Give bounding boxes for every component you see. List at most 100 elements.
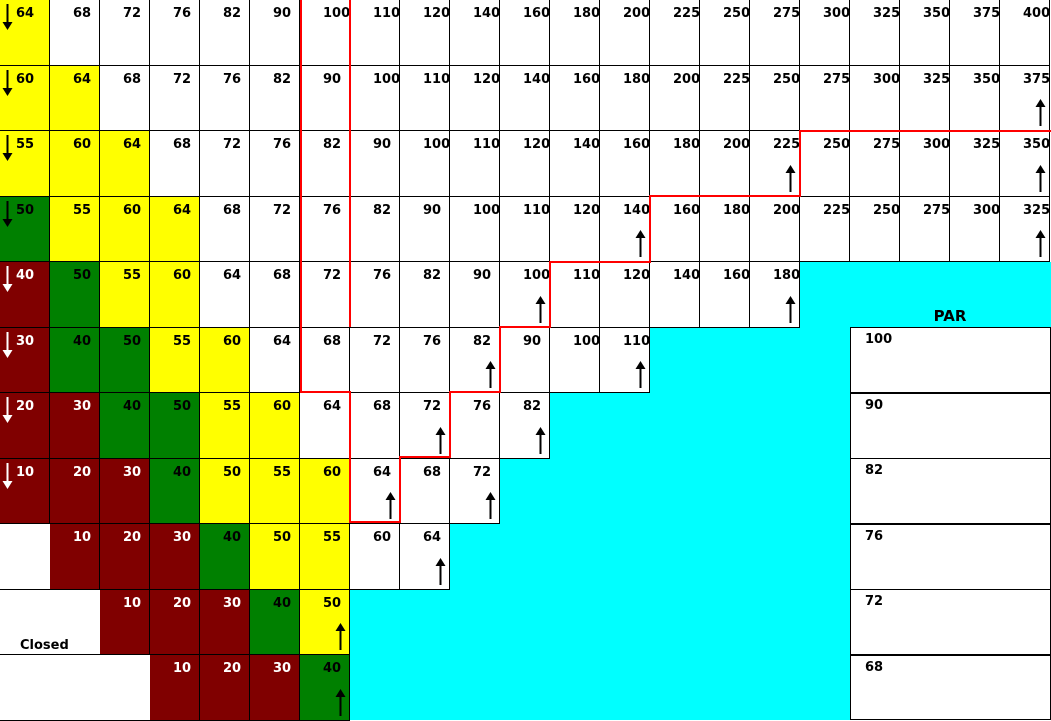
grid-cell: 76	[300, 197, 350, 262]
cell-value: 76	[323, 203, 342, 218]
cell-value: 64	[73, 72, 92, 87]
grid-cell: 64	[150, 197, 200, 262]
grid-cell: 200	[700, 131, 750, 197]
grid-cell: 60	[250, 393, 300, 459]
cell-value: 76	[223, 72, 242, 87]
cell-value: 64	[423, 530, 442, 545]
cell-value: 55	[223, 399, 242, 414]
grid-cell: 64	[100, 131, 150, 197]
cell-value: 55	[16, 137, 35, 152]
grid-cell: 76	[450, 393, 500, 459]
cell-value: 180	[623, 72, 651, 87]
grid-cell: 140	[650, 262, 700, 328]
grid-cell: 50	[150, 393, 200, 459]
cell-value: 325	[923, 72, 951, 87]
grid-cell: 200	[600, 0, 650, 66]
grid-cell: 110	[600, 328, 650, 393]
cell-value: 160	[573, 72, 601, 87]
grid-cell: 325	[1000, 197, 1050, 262]
cell-value: 100	[573, 334, 601, 349]
grid-cell: 76	[150, 0, 200, 66]
grid-cell: 120	[450, 66, 500, 131]
grid-cell: 180	[700, 197, 750, 262]
par-value: 90	[865, 397, 884, 413]
cell-value: 30	[123, 465, 142, 480]
cell-value: 120	[523, 137, 551, 152]
cell-value: 72	[123, 6, 142, 21]
cell-value: 140	[473, 6, 501, 21]
grid-cell: 60	[350, 524, 400, 590]
grid-cell: 90	[300, 66, 350, 131]
cell-value: 110	[473, 137, 501, 152]
grid-cell: 160	[650, 197, 700, 262]
cell-value: 375	[1023, 72, 1051, 87]
grid-cell: 110	[500, 197, 550, 262]
grid-cell: 40	[200, 524, 250, 590]
cell-value: 140	[523, 72, 551, 87]
cell-value: 60	[223, 334, 242, 349]
cell-value: 68	[373, 399, 392, 414]
cell-value: 160	[673, 203, 701, 218]
grid-cell: 90	[450, 262, 500, 328]
grid-cell: 120	[400, 0, 450, 66]
cell-value: 82	[373, 203, 392, 218]
cell-value: 10	[173, 661, 192, 676]
cell-value: 350	[1023, 137, 1051, 152]
grid-cell: 76	[200, 66, 250, 131]
grid-cell: 180	[750, 262, 800, 328]
cell-value: 20	[16, 399, 35, 414]
cell-value: 82	[323, 137, 342, 152]
cell-value: 68	[123, 72, 142, 87]
grid-cell: 68	[300, 328, 350, 393]
grid-cell: 350	[1000, 131, 1050, 197]
grid-cell: 100	[400, 131, 450, 197]
grid-cell: 68	[400, 459, 450, 524]
cell-value: 82	[523, 399, 542, 414]
cell-value: 10	[16, 465, 35, 480]
cell-value: 64	[16, 6, 35, 21]
cell-value: 120	[623, 268, 651, 283]
cell-value: 40	[123, 399, 142, 414]
grid-cell: 120	[600, 262, 650, 328]
grid-cell: 30	[50, 393, 100, 459]
cell-value: 60	[323, 465, 342, 480]
cell-value: 275	[873, 137, 901, 152]
par-cell: 90	[850, 392, 1051, 459]
cell-value: 82	[273, 72, 292, 87]
cell-value: 68	[273, 268, 292, 283]
grid-cell: 325	[900, 66, 950, 131]
grid-cell: 60	[150, 262, 200, 328]
closed-label: Closed	[20, 638, 69, 653]
grid-cell: 60	[300, 459, 350, 524]
cell-value: 64	[123, 137, 142, 152]
cell-value: 250	[873, 203, 901, 218]
grid-cell: 68	[50, 0, 100, 66]
grid-cell: 300	[950, 197, 1000, 262]
grid-cell: 225	[800, 197, 850, 262]
cell-value: 250	[773, 72, 801, 87]
grid-cell: 68	[350, 393, 400, 459]
grid-cell: 350	[950, 66, 1000, 131]
cell-value: 180	[673, 137, 701, 152]
cell-value: 60	[173, 268, 192, 283]
grid-cell: 82	[450, 328, 500, 393]
grid-cell: 40	[100, 393, 150, 459]
cell-value: 72	[473, 465, 492, 480]
grid-cell: 20	[100, 524, 150, 590]
grid-cell: 76	[250, 131, 300, 197]
grid-cell: 375	[950, 0, 1000, 66]
cell-value: 76	[273, 137, 292, 152]
grid-cell: 250	[750, 66, 800, 131]
grid-cell: 82	[250, 66, 300, 131]
grid-cell: 140	[500, 66, 550, 131]
cell-value: 225	[823, 203, 851, 218]
grid-cell: 375	[1000, 66, 1050, 131]
cell-value: 275	[923, 203, 951, 218]
closed-cell	[100, 655, 150, 721]
par-value: 72	[865, 594, 884, 609]
grid-cell: 64	[200, 262, 250, 328]
grid-cell: 60	[200, 328, 250, 393]
grid-cell: 72	[400, 393, 450, 459]
closed-cell	[0, 590, 50, 655]
